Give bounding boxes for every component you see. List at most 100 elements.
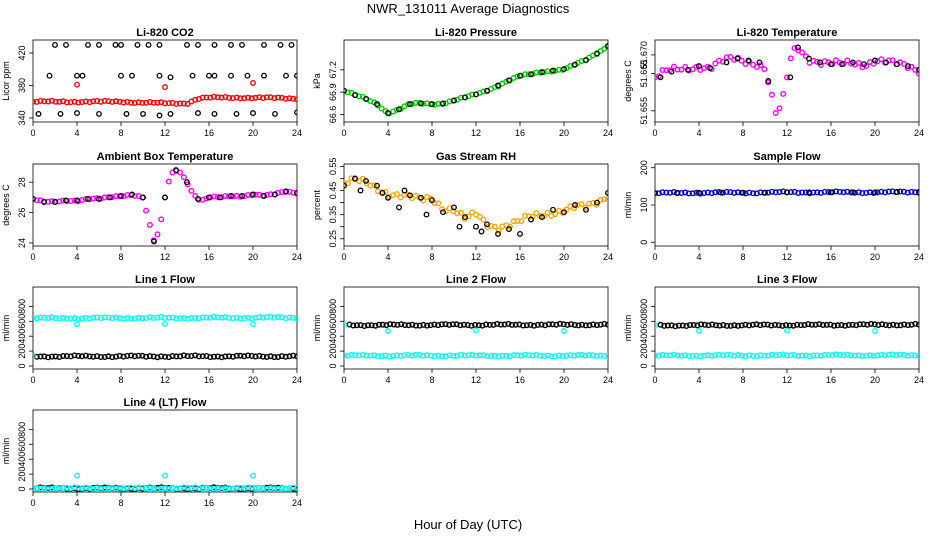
data-point-line2	[593, 322, 600, 329]
data-point-line2	[409, 321, 416, 328]
x-tick-label-rh: 0	[341, 252, 346, 262]
data-point-line1	[158, 353, 165, 360]
data-point-line1	[275, 314, 282, 321]
x-tick-label-line4: 0	[30, 498, 35, 508]
data-point-rh	[491, 223, 498, 230]
data-point-licor_temp	[719, 58, 726, 65]
data-point-line3	[834, 322, 841, 329]
x-tick-label-box_temp: 12	[160, 252, 170, 262]
y-tick-label-pressure: 67.2	[328, 61, 338, 79]
data-point-co2	[120, 99, 127, 106]
data-point-line3	[731, 322, 738, 329]
x-tick-label-pressure: 4	[385, 128, 390, 138]
data-point-line1	[294, 353, 297, 360]
data-point-line3	[750, 353, 757, 360]
data-point-box_temp	[222, 192, 229, 199]
data-point-rh	[539, 214, 545, 221]
data-point-line3	[655, 352, 658, 359]
data-point-line1	[124, 352, 131, 359]
data-point-line1	[82, 315, 89, 322]
data-point-line3	[882, 352, 889, 359]
data-point-line1	[63, 353, 70, 360]
x-tick-label-line3: 4	[696, 375, 701, 385]
data-point-sample_flow	[912, 189, 919, 196]
data-point-line2	[549, 321, 556, 328]
data-point-co2	[150, 99, 157, 106]
data-point-line3	[757, 322, 764, 329]
data-point-line1	[101, 314, 108, 321]
data-point-co2	[74, 110, 80, 117]
data-point-rh	[506, 223, 513, 230]
data-point-line3	[814, 352, 821, 359]
data-point-licor_temp	[693, 63, 700, 70]
data-point-rh	[407, 192, 413, 199]
data-point-line3	[802, 352, 809, 359]
data-point-line3	[836, 351, 843, 358]
data-point-line1	[33, 315, 36, 322]
data-point-line3	[904, 322, 911, 329]
x-tick-label-rh: 16	[515, 252, 525, 262]
data-point-line4	[207, 486, 214, 492]
panel-title-rh: Gas Stream RH	[436, 151, 516, 163]
data-point-sample_flow	[836, 188, 843, 195]
data-point-line4	[33, 485, 40, 492]
data-point-box_temp	[85, 195, 91, 202]
data-point-line2	[376, 321, 383, 328]
data-point-sample_flow	[799, 189, 806, 196]
data-point-rh	[578, 201, 585, 208]
data-point-licor_temp	[905, 63, 911, 70]
data-point-line1	[124, 315, 131, 322]
data-point-line3	[689, 353, 696, 360]
data-point-co2	[288, 41, 295, 48]
y-tick-label-sample_flow: 100	[639, 197, 649, 212]
data-point-co2	[272, 110, 278, 117]
data-point-line3	[742, 321, 749, 328]
data-point-rh	[435, 200, 442, 207]
data-point-co2	[244, 72, 251, 79]
panel-line2: Line 2 Flow ml/min 0 4 8 12 16 20 24 0 20040060080…	[312, 274, 613, 385]
data-point-co2	[57, 110, 64, 117]
data-point-line1	[250, 321, 256, 328]
data-point-licor_temp	[667, 67, 674, 74]
data-point-line1	[101, 354, 108, 361]
data-point-line2	[365, 322, 372, 329]
data-point-co2	[96, 110, 102, 117]
data-point-sample_flow	[916, 189, 919, 195]
data-point-line2	[523, 322, 530, 329]
data-point-line3	[860, 321, 867, 328]
data-point-line4	[233, 484, 240, 491]
data-point-line1	[252, 353, 259, 360]
data-point-pressure	[429, 101, 435, 108]
data-point-line2	[512, 321, 519, 328]
data-point-line2	[390, 352, 397, 359]
data-point-licor_temp	[674, 66, 681, 73]
y-label-line2: ml/min	[312, 315, 322, 342]
data-point-line4	[260, 485, 267, 492]
data-point-line3	[829, 352, 836, 359]
data-point-line3	[753, 321, 760, 328]
data-point-co2	[67, 99, 74, 106]
y-tick-label-line2: 800	[328, 299, 338, 314]
data-point-line2	[586, 352, 593, 359]
data-point-line3	[797, 322, 804, 329]
data-point-box_temp	[90, 195, 97, 202]
data-point-licor_temp	[806, 55, 812, 62]
data-point-line2	[438, 321, 445, 328]
data-point-line2	[557, 320, 564, 327]
data-point-line2	[537, 352, 544, 359]
data-point-box_temp	[158, 216, 165, 223]
data-point-rh	[382, 188, 389, 195]
data-point-line4	[161, 485, 168, 492]
data-point-co2	[239, 41, 245, 48]
data-point-line2	[435, 352, 442, 359]
data-point-rh	[451, 204, 457, 211]
data-point-co2	[226, 94, 233, 101]
data-point-line1	[162, 320, 168, 327]
data-point-line3	[768, 322, 775, 329]
data-point-co2	[156, 72, 163, 79]
y-tick-label-licor_temp: 51.670	[639, 41, 649, 69]
panel-title-licor_temp: Li-820 Temperature	[737, 27, 838, 39]
data-point-box_temp	[206, 194, 212, 201]
data-point-line2	[439, 353, 446, 360]
data-point-pressure	[385, 110, 391, 117]
